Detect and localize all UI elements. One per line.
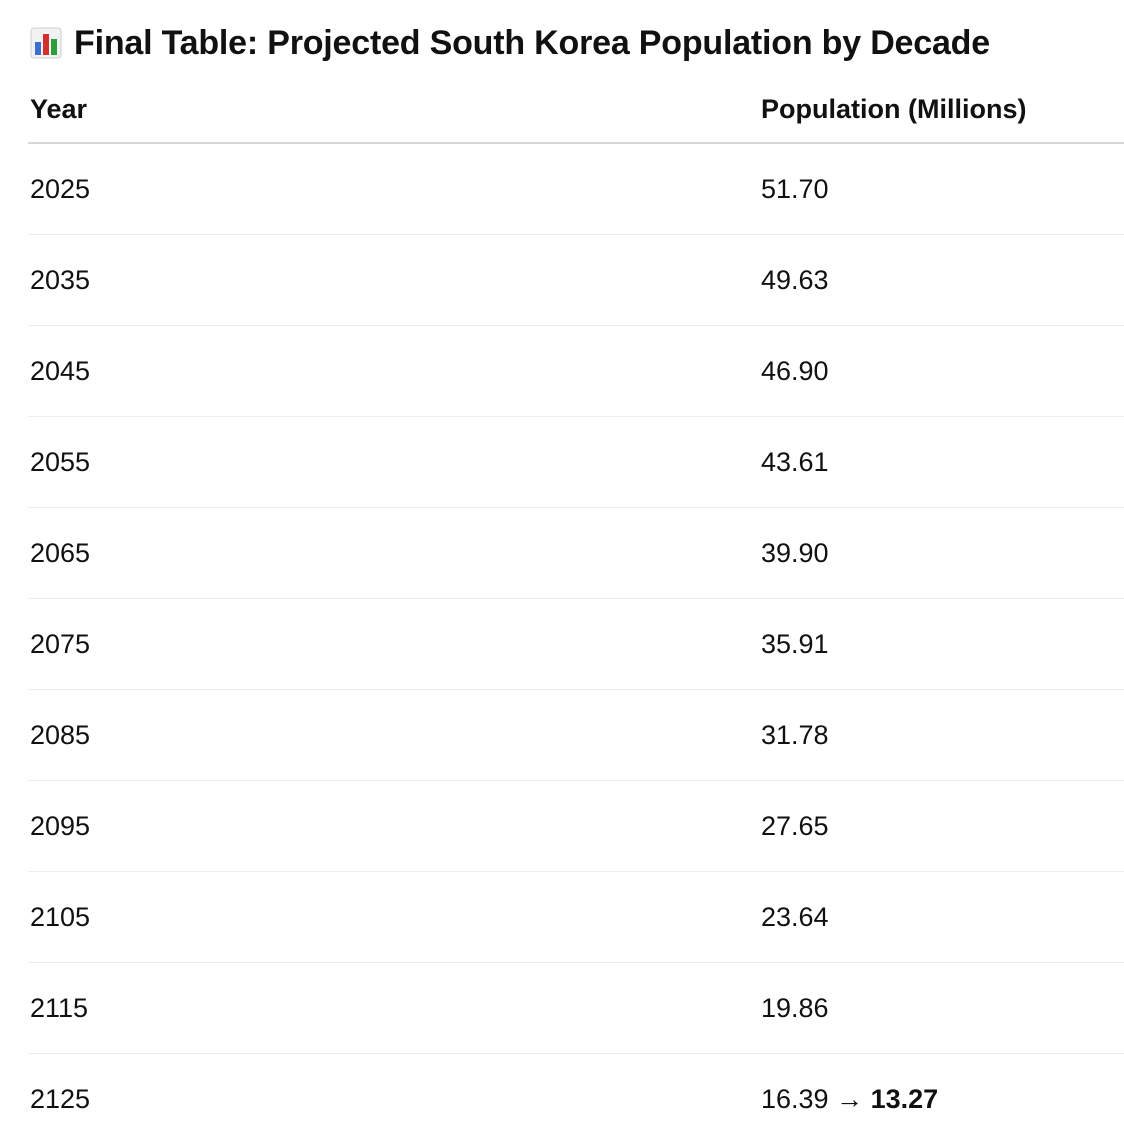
population-cell: 39.90 xyxy=(761,537,829,568)
table-row: 2105 23.64 xyxy=(28,872,1124,963)
population-cell: 43.61 xyxy=(761,446,829,477)
table-row: 2075 35.91 xyxy=(28,599,1124,690)
table-row: 2095 27.65 xyxy=(28,781,1124,872)
population-cell: 19.86 xyxy=(761,992,829,1023)
year-cell: 2125 xyxy=(30,1083,91,1114)
population-cell: 49.63 xyxy=(761,264,829,295)
table-row: 2045 46.90 xyxy=(28,326,1124,417)
table-row: 2085 31.78 xyxy=(28,690,1124,781)
year-cell: 2095 xyxy=(30,810,91,841)
population-adjusted-value: 13.27 xyxy=(870,1083,939,1114)
year-cell: 2115 xyxy=(30,992,89,1023)
population-cell: 27.65 xyxy=(761,810,829,841)
year-cell: 2085 xyxy=(30,719,91,750)
year-cell: 2075 xyxy=(30,628,91,659)
population-cell: 31.78 xyxy=(761,719,829,750)
population-cell: 23.64 xyxy=(761,901,829,932)
table-row: 2025 51.70 xyxy=(28,144,1124,235)
year-cell: 2065 xyxy=(30,537,91,568)
table-header-row: Year Population (Millions) xyxy=(28,76,1124,144)
year-cell: 2105 xyxy=(30,901,91,932)
table-row: 2035 49.63 xyxy=(28,235,1124,326)
column-header-year: Year xyxy=(30,93,88,124)
population-cell: 16.39 → 13.27 xyxy=(761,1084,938,1115)
table-row: 2125 16.39 → 13.27 xyxy=(28,1054,1124,1144)
year-cell: 2025 xyxy=(30,173,91,204)
year-cell: 2035 xyxy=(30,264,91,295)
population-original-value: 16.39 xyxy=(761,1083,829,1114)
table-row: 2065 39.90 xyxy=(28,508,1124,599)
population-table: Year Population (Millions) 2025 51.70 20… xyxy=(28,76,1124,1144)
bar-chart-icon xyxy=(30,27,62,59)
page-title: Final Table: Projected South Korea Popul… xyxy=(30,20,990,66)
year-cell: 2045 xyxy=(30,355,91,386)
table-row: 2055 43.61 xyxy=(28,417,1124,508)
year-cell: 2055 xyxy=(30,446,91,477)
right-arrow-icon: → xyxy=(836,1083,864,1114)
population-cell: 51.70 xyxy=(761,173,829,204)
population-cell: 46.90 xyxy=(761,355,829,386)
column-header-population: Population (Millions) xyxy=(761,93,1027,124)
table-row: 2115 19.86 xyxy=(28,963,1124,1054)
page-title-text: Final Table: Projected South Korea Popul… xyxy=(74,23,990,62)
population-cell: 35.91 xyxy=(761,628,829,659)
